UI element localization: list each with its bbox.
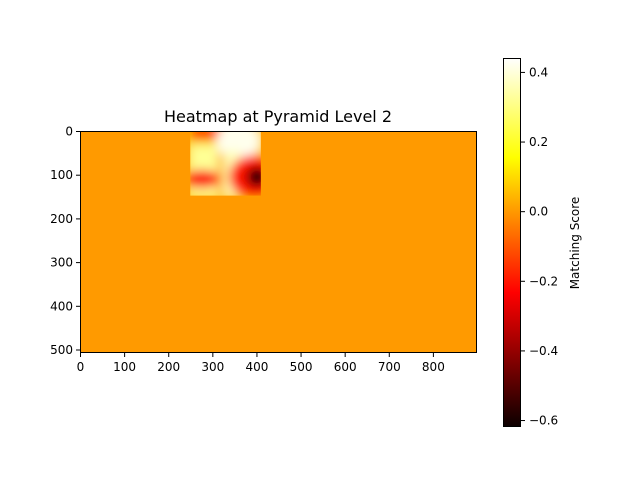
y-tick-label: 200 (50, 212, 73, 226)
active-right-dark (246, 167, 261, 187)
chart-title: Heatmap at Pyramid Level 2 (164, 107, 392, 126)
heatmap-active-region (190, 131, 261, 196)
active-divider (218, 147, 222, 196)
colorbar-tick-label: −0.6 (529, 414, 558, 428)
x-tick-label: 800 (422, 360, 445, 374)
heatmap-image (80, 131, 477, 353)
heatmap-background (80, 131, 477, 353)
active-top-red (190, 131, 231, 139)
x-tick-label: 600 (334, 360, 357, 374)
x-tick-label: 200 (157, 360, 180, 374)
y-tick-label: 100 (50, 168, 73, 182)
colorbar-tick-label: −0.4 (529, 344, 558, 358)
x-tick-label: 700 (378, 360, 401, 374)
y-tick-label: 0 (65, 125, 73, 139)
colorbar-tick-label: 0.0 (529, 205, 548, 219)
colorbar-tick-label: 0.2 (529, 135, 548, 149)
x-tick-label: 500 (290, 360, 313, 374)
axes-frame (80, 131, 477, 353)
x-tick-label: 100 (113, 360, 136, 374)
colorbar-label: Matching Score (568, 197, 582, 290)
y-tick-label: 300 (50, 256, 73, 270)
x-axis: 0 100 200 300 400 500 600 700 800 (77, 353, 445, 374)
x-tick-label: 300 (201, 360, 224, 374)
y-tick-label: 400 (50, 299, 73, 313)
colorbar: −0.6 −0.4 −0.2 0.0 0.2 0.4 Matching Score (503, 58, 582, 428)
colorbar-frame (503, 58, 521, 427)
colorbar-ticks: −0.6 −0.4 −0.2 0.0 0.2 0.4 (521, 65, 558, 428)
y-axis: 0 100 200 300 400 500 (50, 125, 80, 357)
active-left-red (190, 170, 221, 188)
colorbar-tick-label: 0.4 (529, 65, 548, 79)
active-region-blobs (190, 131, 261, 196)
colorbar-tick-label: −0.2 (529, 274, 558, 288)
colorbar-gradient (503, 58, 521, 427)
x-tick-label: 400 (245, 360, 268, 374)
x-tick-label: 0 (77, 360, 85, 374)
y-tick-label: 500 (50, 343, 73, 357)
